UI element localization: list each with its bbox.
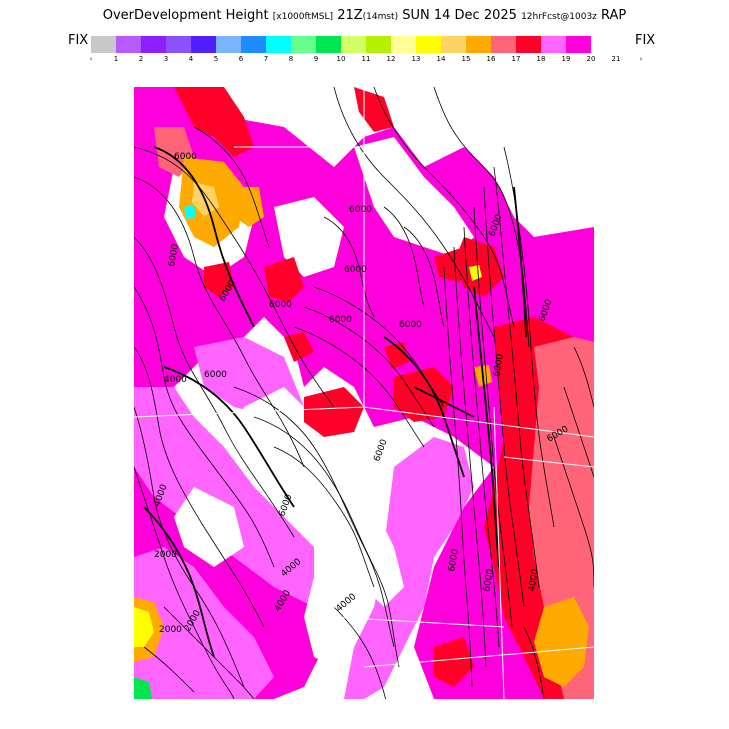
- title-time: 21Z: [337, 8, 363, 23]
- fill-pink-regions: [134, 337, 474, 699]
- color-swatch-1: [116, 36, 141, 53]
- title-units: [x1000ftMSL]: [272, 12, 334, 22]
- color-tick-label: 6: [238, 55, 244, 63]
- color-tick-label: 15: [461, 55, 471, 63]
- contour-label: 2000: [154, 550, 177, 560]
- contour-lines-thick: [143, 146, 527, 658]
- fix-label-right: FIX: [635, 33, 656, 48]
- color-tick-label: 4: [188, 55, 194, 63]
- state-borders: [134, 87, 594, 699]
- color-swatch-9: [316, 36, 341, 53]
- title-date: SUN 14 Dec 2025: [402, 8, 517, 23]
- title-run: 12hrFcst@1003z: [521, 12, 597, 22]
- color-swatch-12: [391, 36, 416, 53]
- color-tick-label: 5: [213, 55, 219, 63]
- color-tick-label: 10: [336, 55, 346, 63]
- color-tick-label: 18: [536, 55, 546, 63]
- color-bar: [91, 36, 591, 53]
- contour-label: 6000: [167, 243, 181, 268]
- contour-label: 6000: [344, 265, 367, 275]
- color-tick-label: ‹: [89, 55, 93, 63]
- color-swatch-5: [216, 36, 241, 53]
- color-tick-label: 19: [561, 55, 571, 63]
- color-swatch-17: [516, 36, 541, 53]
- color-tick-label: 2: [138, 55, 144, 63]
- color-swatch-2: [141, 36, 166, 53]
- color-swatch-19: [566, 36, 591, 53]
- color-swatch-15: [466, 36, 491, 53]
- contour-label: 6000: [492, 353, 506, 378]
- contour-label: 6000: [482, 568, 496, 593]
- contour-label: 6000: [329, 315, 352, 325]
- color-swatch-16: [491, 36, 516, 53]
- title-model: RAP: [601, 8, 627, 23]
- color-tick-label: 7: [263, 55, 269, 63]
- fill-green-regions: [134, 205, 196, 699]
- color-tick-label: 9: [313, 55, 319, 63]
- color-swatch-7: [266, 36, 291, 53]
- contour-label: 6000: [399, 320, 422, 330]
- color-tick-label: 12: [386, 55, 396, 63]
- color-swatch-14: [441, 36, 466, 53]
- contour-label: 4000: [164, 375, 187, 385]
- color-tick-label: 11: [361, 55, 371, 63]
- color-tick-label: 13: [411, 55, 421, 63]
- color-swatch-0: [91, 36, 116, 53]
- color-swatch-3: [166, 36, 191, 53]
- contour-label: 6000: [204, 370, 227, 380]
- color-tick-label: 17: [511, 55, 521, 63]
- color-swatch-8: [291, 36, 316, 53]
- title-main: OverDevelopment Height: [102, 8, 269, 23]
- color-swatch-6: [241, 36, 266, 53]
- title-local: (14mst): [362, 12, 399, 22]
- color-tick-label: 8: [288, 55, 294, 63]
- chart-title: OverDevelopment Height [x1000ftMSL] 21Z(…: [0, 8, 729, 23]
- color-tick-label: ›: [639, 55, 643, 63]
- contour-label: 2000: [159, 625, 182, 635]
- color-swatch-13: [416, 36, 441, 53]
- color-bar-ticks: ‹ 1 2 3 4 5 6 7 8 9 10 11 12 13 14 15 16 17 18 19 20 21 ›: [89, 55, 643, 65]
- contour-label: 4000: [527, 568, 541, 593]
- fix-label-left: FIX: [68, 33, 89, 48]
- color-swatch-10: [341, 36, 366, 53]
- color-tick-label: 1: [113, 55, 119, 63]
- color-tick-label: 14: [436, 55, 446, 63]
- color-swatch-11: [366, 36, 391, 53]
- color-swatch-18: [541, 36, 566, 53]
- color-tick-label: 20: [586, 55, 596, 63]
- contour-label: 6000: [349, 205, 372, 215]
- contour-label: 6000: [447, 548, 461, 573]
- color-tick-label: 16: [486, 55, 496, 63]
- contour-label: 6000: [269, 300, 292, 310]
- color-tick-label: 21: [611, 55, 621, 63]
- color-tick-label: 3: [163, 55, 169, 63]
- contour-label: 6000: [174, 152, 197, 162]
- color-swatch-4: [191, 36, 216, 53]
- weather-map: 6000 6000 6000 6000 6000 6000 6000 6000 6000 6000…: [134, 87, 594, 699]
